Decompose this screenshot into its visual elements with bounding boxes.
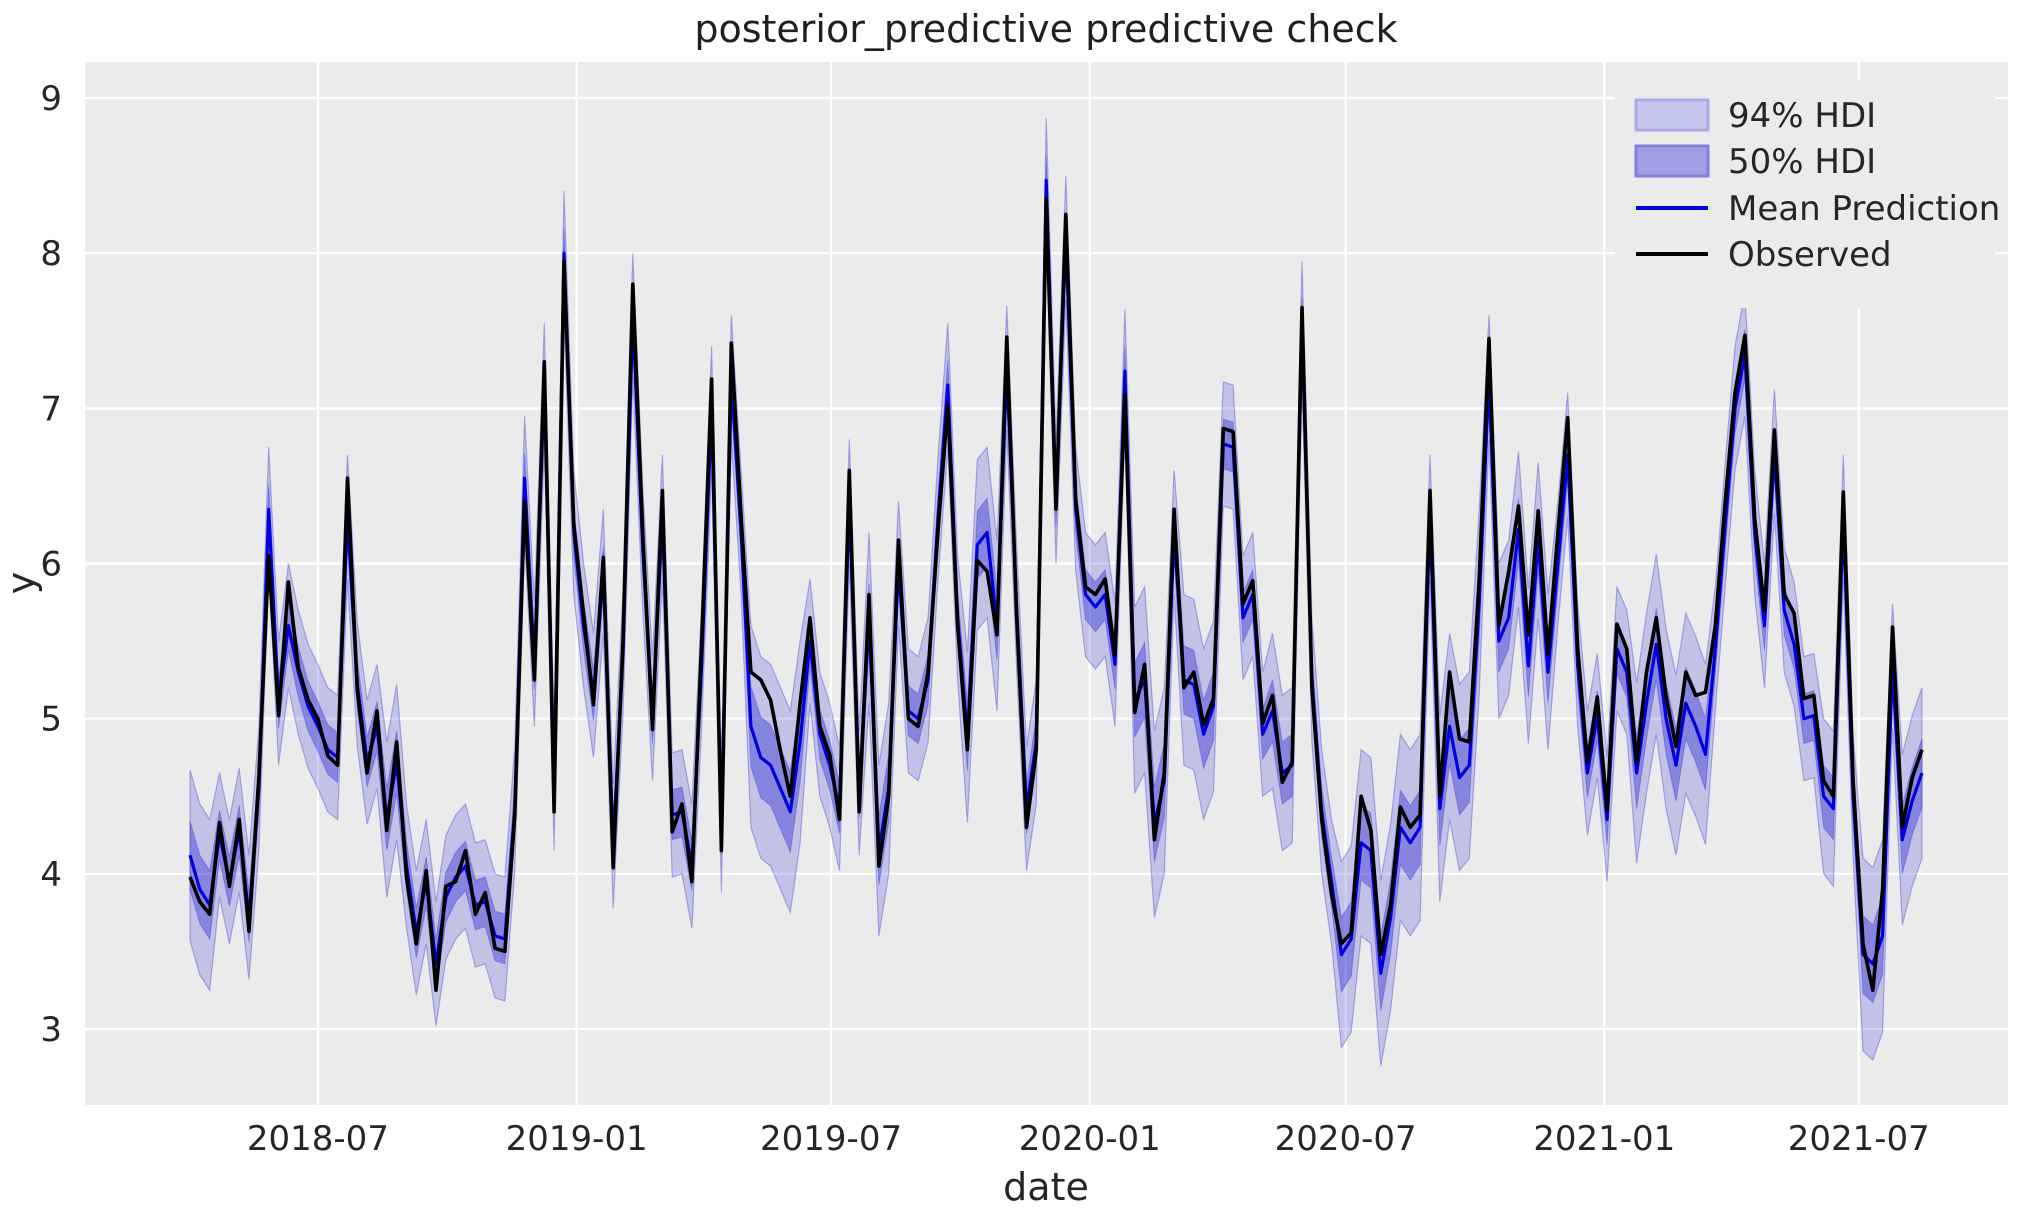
y-tick-label-3: 3 — [40, 1010, 62, 1050]
y-axis-label: y — [0, 572, 43, 595]
legend: 94% HDI 50% HDI Mean Prediction Observed — [1615, 80, 2000, 308]
gridlines — [85, 62, 2008, 1105]
observed-line — [188, 197, 1924, 993]
y-tick-label-5: 5 — [40, 700, 62, 740]
y-tick-label-4: 4 — [40, 855, 62, 895]
x-tick-label-2018-07: 2018-07 — [247, 1119, 389, 1159]
y-tick-label-8: 8 — [40, 234, 62, 274]
y-tick-label-9: 9 — [40, 79, 62, 119]
x-tick-label-2021-01: 2021-01 — [1533, 1119, 1675, 1159]
legend-50hdi-label: 50% HDI — [1728, 142, 1876, 182]
legend-mean-prediction-label: Mean Prediction — [1728, 189, 2000, 229]
y-tick-label-6: 6 — [40, 545, 62, 585]
legend-observed-label: Observed — [1728, 235, 1892, 275]
chart-title: posterior_predictive predictive check — [694, 7, 1397, 51]
x-tick-label-2020-01: 2020-01 — [1019, 1119, 1161, 1159]
data-series-layer — [188, 118, 1924, 1067]
x-tick-label-2019-01: 2019-01 — [506, 1119, 648, 1159]
legend-50hdi-swatch — [1634, 144, 1710, 178]
y-tick-label-7: 7 — [40, 389, 62, 429]
legend-94hdi-label: 94% HDI — [1728, 96, 1876, 136]
legend-94hdi-swatch — [1634, 98, 1710, 132]
x-axis-label: date — [1003, 1165, 1089, 1209]
x-tick-label-2020-07: 2020-07 — [1275, 1119, 1417, 1159]
tick-labels: 3 4 5 6 7 8 9 2018-07 2019-01 2019-07 2020-01 2020-… — [40, 79, 1929, 1159]
x-tick-label-2019-07: 2019-07 — [760, 1119, 902, 1159]
x-tick-label-2021-07: 2021-07 — [1788, 1119, 1930, 1159]
